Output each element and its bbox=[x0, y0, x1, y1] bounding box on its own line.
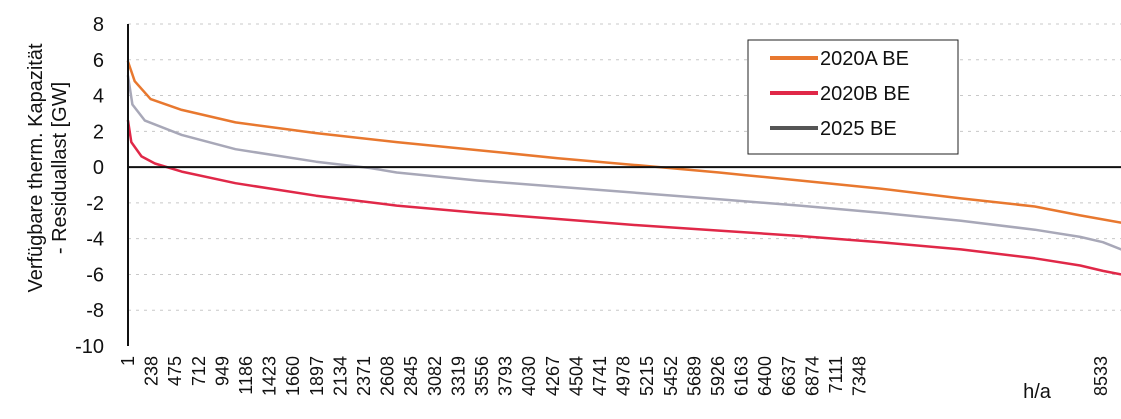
legend-label: 2020B BE bbox=[820, 83, 910, 105]
x-tick-label: 2371 bbox=[354, 356, 374, 396]
x-tick-label: 949 bbox=[212, 356, 232, 386]
y-tick-label: 6 bbox=[93, 50, 104, 72]
x-tick-label: 5452 bbox=[661, 356, 681, 396]
series-line-1 bbox=[126, 119, 1121, 276]
legend-label: 2020A BE bbox=[820, 48, 909, 70]
series-line-2 bbox=[126, 74, 1121, 251]
y-tick-label: -4 bbox=[86, 229, 104, 251]
y-tick-label: -8 bbox=[86, 300, 104, 322]
y-axis-label-line1: Verfügbare therm. Kapazität bbox=[25, 43, 47, 292]
x-tick-label: 475 bbox=[165, 356, 185, 386]
x-tick-label: 1897 bbox=[307, 356, 327, 396]
gridlines bbox=[128, 23, 1121, 311]
x-tick-label: 4741 bbox=[590, 356, 610, 396]
y-tick-label: 0 bbox=[93, 157, 104, 179]
x-tick-label: 6637 bbox=[779, 356, 799, 396]
y-tick-label: 4 bbox=[93, 86, 104, 108]
x-tick-label: 3319 bbox=[448, 356, 468, 396]
y-tick-labels: 8 6 4 2 0 -2 -4 -6 -8 -10 bbox=[75, 14, 104, 358]
y-tick-label: 8 bbox=[93, 14, 104, 36]
y-tick-label: -10 bbox=[75, 336, 104, 358]
x-tick-label: 2845 bbox=[401, 356, 421, 396]
axes bbox=[127, 24, 1121, 346]
x-tick-label: 4030 bbox=[519, 356, 539, 396]
x-tick-label: 7348 bbox=[850, 356, 870, 396]
x-tick-label: 4504 bbox=[566, 356, 586, 396]
y-axis-label-line2: - Residuallast [GW] bbox=[49, 82, 71, 254]
x-tick-label: 1 bbox=[118, 356, 138, 366]
y-tick-label: -6 bbox=[86, 264, 104, 286]
x-tick-label: 5689 bbox=[684, 356, 704, 396]
y-tick-label: 2 bbox=[93, 121, 104, 143]
x-tick-labels: 1 238 475 712 949 1186 1423 1660 1897 2134 2371 260… bbox=[118, 356, 1111, 396]
x-tick-label: 712 bbox=[189, 356, 209, 386]
x-tick-label: 5215 bbox=[637, 356, 657, 396]
x-tick-label: 238 bbox=[142, 356, 162, 386]
x-tick-label: 4267 bbox=[543, 356, 563, 396]
x-axis-label: h/a bbox=[1023, 381, 1052, 403]
x-tick-label: 3556 bbox=[472, 356, 492, 396]
y-tick-label: -2 bbox=[86, 193, 104, 215]
x-tick-label: 1423 bbox=[260, 356, 280, 396]
x-tick-label: 4978 bbox=[614, 356, 634, 396]
x-tick-label: 3082 bbox=[425, 356, 445, 396]
x-tick-label: 6400 bbox=[755, 356, 775, 396]
x-tick-label: 1660 bbox=[283, 356, 303, 396]
series-line-0 bbox=[126, 60, 1121, 224]
x-tick-label: 6874 bbox=[802, 356, 822, 396]
x-tick-label: 2608 bbox=[378, 356, 398, 396]
x-tick-label: 7111 bbox=[826, 356, 846, 393]
x-tick-label: 1186 bbox=[236, 356, 256, 395]
x-tick-label: 8533 bbox=[1091, 356, 1111, 396]
legend: 2020A BE 2020B BE 2025 BE bbox=[747, 39, 959, 155]
x-tick-label: 5926 bbox=[708, 356, 728, 396]
legend-label: 2025 BE bbox=[820, 118, 897, 140]
x-tick-label: 2134 bbox=[330, 356, 350, 396]
series-lines bbox=[126, 60, 1121, 276]
x-tick-label: 3793 bbox=[496, 356, 516, 396]
x-tick-label: 6163 bbox=[732, 356, 752, 396]
